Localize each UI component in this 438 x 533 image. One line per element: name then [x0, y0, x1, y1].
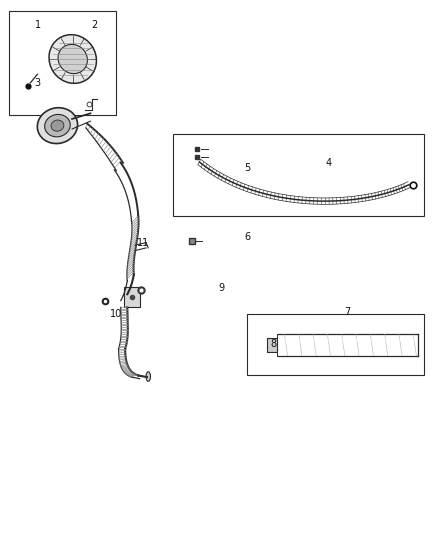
Ellipse shape [37, 108, 78, 143]
Text: 7: 7 [345, 306, 351, 317]
Text: 5: 5 [244, 163, 251, 173]
Bar [173, 134, 424, 216]
Ellipse shape [45, 115, 70, 137]
Text: 11: 11 [137, 238, 149, 247]
Text: 1: 1 [35, 20, 41, 30]
Ellipse shape [146, 372, 150, 381]
Text: 6: 6 [244, 232, 251, 243]
Ellipse shape [49, 35, 96, 83]
Bar [9, 11, 116, 115]
Bar [124, 287, 141, 308]
Text: 10: 10 [110, 309, 123, 319]
Ellipse shape [58, 44, 88, 74]
Bar [247, 314, 424, 375]
Text: 4: 4 [325, 158, 331, 168]
Text: 8: 8 [271, 338, 277, 349]
Text: 3: 3 [35, 78, 41, 88]
Text: 9: 9 [218, 283, 224, 293]
Ellipse shape [51, 120, 64, 131]
Bar [267, 338, 277, 352]
Text: 2: 2 [92, 20, 98, 30]
